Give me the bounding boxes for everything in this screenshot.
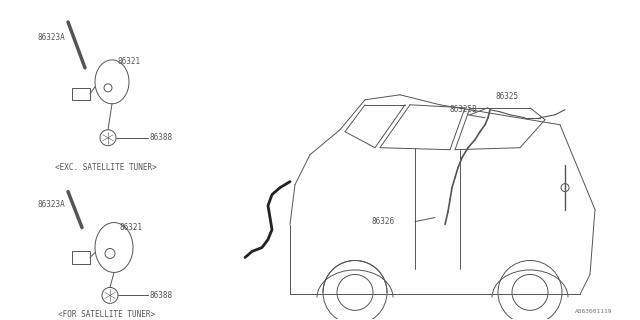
Text: 86321: 86321	[118, 57, 141, 66]
Text: 86325: 86325	[496, 92, 519, 101]
Text: <EXC. SATELLITE TUNER>: <EXC. SATELLITE TUNER>	[55, 163, 157, 172]
Text: A863001119: A863001119	[575, 309, 612, 314]
Text: 86326: 86326	[372, 217, 395, 226]
Text: 86388: 86388	[150, 291, 173, 300]
Text: 86325B: 86325B	[450, 105, 477, 114]
Text: 86323A: 86323A	[38, 200, 66, 209]
Text: 86321: 86321	[120, 223, 143, 232]
Text: <FOR SATELLITE TUNER>: <FOR SATELLITE TUNER>	[58, 310, 155, 319]
Text: 86323A: 86323A	[38, 33, 66, 43]
Circle shape	[561, 184, 569, 192]
Text: 86388: 86388	[150, 133, 173, 142]
